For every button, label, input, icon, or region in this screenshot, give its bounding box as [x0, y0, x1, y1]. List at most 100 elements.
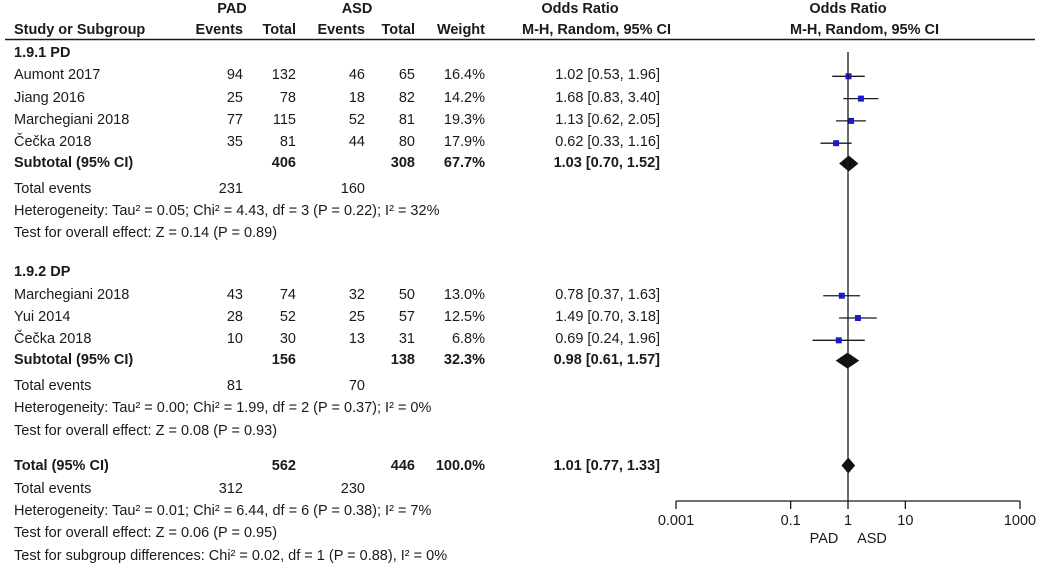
events-left: 35	[226, 134, 243, 151]
events-left: 28	[226, 309, 243, 326]
study-weight: 16.4%	[443, 67, 485, 84]
overall-effect-text: Test for overall effect: Z = 0.14 (P = 0…	[14, 225, 278, 242]
total-events-right: 230	[340, 480, 365, 497]
overall-effect-text: Test for overall effect: Z = 0.08 (P = 0…	[14, 422, 278, 439]
overall-effect-text: Test for overall effect: Z = 0.06 (P = 0…	[14, 525, 278, 542]
grand-total-weight: 100.0%	[435, 457, 485, 474]
grand-total-left: 562	[271, 457, 296, 474]
events-right: 13	[348, 331, 365, 348]
total-events-label: Total events	[14, 180, 92, 197]
subtotal-total-left: 406	[271, 154, 296, 171]
total-header-left: Total	[262, 22, 296, 38]
total-events-right: 70	[348, 377, 365, 394]
events-left: 43	[226, 286, 243, 303]
events-left: 77	[226, 111, 243, 128]
study-name: Jiang 2016	[14, 89, 85, 106]
x-tick-label: 1	[843, 513, 853, 529]
events-left: 25	[226, 89, 243, 106]
effect-marker	[833, 140, 840, 147]
subtotal-weight: 32.3%	[443, 351, 485, 368]
subtotal-weight: 67.7%	[443, 154, 485, 171]
events-right: 18	[348, 89, 365, 106]
odds-ratio-ci: 0.62 [0.33, 1.16]	[555, 134, 660, 151]
subtotal-total-right: 138	[390, 351, 415, 368]
group-right-header: ASD	[341, 1, 373, 17]
subgroup-label: 1.9.1 PD	[14, 45, 71, 61]
total-events-right: 160	[340, 180, 365, 197]
heterogeneity-text: Heterogeneity: Tau² = 0.05; Chi² = 4.43,…	[14, 203, 440, 220]
heterogeneity-text: Heterogeneity: Tau² = 0.00; Chi² = 1.99,…	[14, 400, 432, 417]
study-name: Yui 2014	[14, 309, 71, 326]
total-right: 82	[398, 89, 415, 106]
subtotal-diamond	[839, 155, 859, 172]
events-header-right: Events	[317, 22, 365, 38]
events-left: 94	[226, 67, 243, 84]
events-right: 52	[348, 111, 365, 128]
total-right: 65	[398, 67, 415, 84]
total-events-left: 231	[218, 180, 243, 197]
total-left: 52	[279, 309, 296, 326]
study-name: Marchegiani 2018	[14, 286, 130, 303]
odds-ratio-plot-header: Odds Ratio	[809, 1, 887, 17]
events-right: 46	[348, 67, 365, 84]
study-weight: 6.8%	[451, 331, 485, 348]
subtotal-total-right: 308	[390, 154, 415, 171]
total-events-label: Total events	[14, 377, 92, 394]
heterogeneity-text: Heterogeneity: Tau² = 0.01; Chi² = 6.44,…	[14, 503, 432, 520]
odds-ratio-ci: 0.69 [0.24, 1.96]	[555, 331, 660, 348]
study-weight: 17.9%	[443, 134, 485, 151]
odds-ratio-ci: 0.78 [0.37, 1.63]	[555, 286, 660, 303]
effect-marker	[835, 337, 842, 344]
total-left: 30	[279, 331, 296, 348]
total-left: 81	[279, 134, 296, 151]
total-header-right: Total	[381, 22, 415, 38]
total-left: 74	[279, 286, 296, 303]
study-name: Aumont 2017	[14, 67, 101, 84]
subtotal-ci: 1.03 [0.70, 1.52]	[553, 154, 660, 171]
x-tick-label: 10	[897, 513, 914, 529]
method-header: M-H, Random, 95% CI	[522, 22, 672, 38]
events-right: 32	[348, 286, 365, 303]
study-weight: 14.2%	[443, 89, 485, 106]
total-right: 80	[398, 134, 415, 151]
events-left: 10	[226, 331, 243, 348]
favours-left-label: PAD	[809, 531, 839, 547]
grand-total-ci: 1.01 [0.77, 1.33]	[553, 457, 660, 474]
total-events-left: 81	[226, 377, 243, 394]
events-header-left: Events	[195, 22, 243, 38]
total-right: 31	[398, 331, 415, 348]
effect-marker	[848, 117, 855, 124]
odds-ratio-ci: 1.02 [0.53, 1.96]	[555, 67, 660, 84]
total-left: 132	[271, 67, 296, 84]
study-column-header: Study or Subgroup	[14, 22, 146, 38]
odds-ratio-ci: 1.13 [0.62, 2.05]	[555, 111, 660, 128]
weight-header: Weight	[436, 22, 485, 38]
grand-total-right: 446	[390, 457, 415, 474]
study-weight: 12.5%	[443, 309, 485, 326]
subgroup-differences-text: Test for subgroup differences: Chi² = 0.…	[14, 547, 448, 564]
subtotal-label: Subtotal (95% CI)	[14, 154, 134, 171]
odds-ratio-ci: 1.68 [0.83, 3.40]	[555, 89, 660, 106]
odds-ratio-ci: 1.49 [0.70, 3.18]	[555, 309, 660, 326]
study-name: Čečka 2018	[14, 331, 92, 348]
total-right: 57	[398, 309, 415, 326]
events-right: 25	[348, 309, 365, 326]
favours-right-label: ASD	[857, 531, 887, 547]
x-tick-label: 1000	[1003, 513, 1037, 529]
subgroup-label: 1.9.2 DP	[14, 264, 71, 281]
study-weight: 19.3%	[443, 111, 485, 128]
total-right: 50	[398, 286, 415, 303]
total-left: 78	[279, 89, 296, 106]
total-left: 115	[272, 111, 296, 128]
events-right: 44	[348, 134, 365, 151]
effect-marker	[857, 95, 864, 102]
total-events-left: 312	[218, 480, 243, 497]
x-tick-label: 0.1	[780, 513, 801, 529]
subtotal-total-left: 156	[271, 351, 296, 368]
odds-ratio-header: Odds Ratio	[541, 1, 619, 17]
plot-method-header: M-H, Random, 95% CI	[790, 22, 940, 38]
x-tick-label: 0.001	[657, 513, 695, 529]
effect-marker	[838, 292, 845, 299]
